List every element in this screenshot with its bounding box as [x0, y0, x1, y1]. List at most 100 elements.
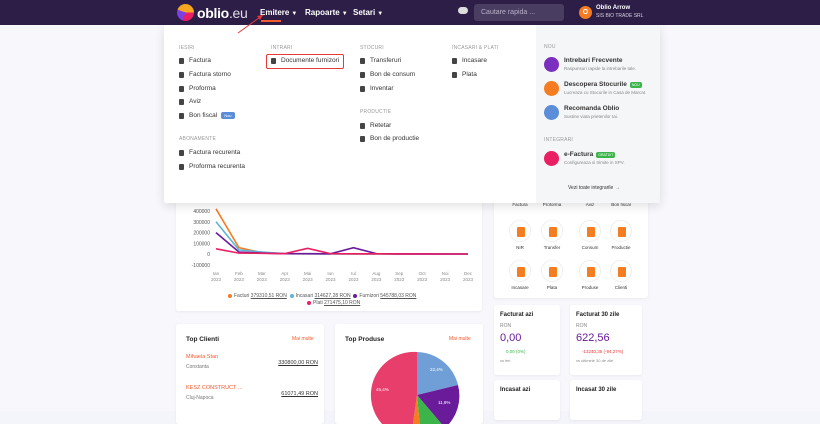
- nav-setari[interactable]: Setari ▼: [353, 8, 383, 17]
- question-icon: [544, 57, 559, 72]
- stat-note: vs ieri: [500, 358, 511, 363]
- top-clients-more[interactable]: Mai multe: [292, 336, 314, 342]
- client-name[interactable]: Mihaela Stan: [186, 354, 219, 360]
- x-tick-label: Oct: [419, 271, 427, 276]
- news-desc: Sustine viata prietenilor tai.: [564, 114, 619, 119]
- user-name[interactable]: Oblio Arrow: [596, 5, 631, 11]
- avatar[interactable]: O: [579, 6, 592, 19]
- nav-emitere[interactable]: Emitere ▼: [260, 8, 297, 17]
- legend-plati: Plati: [313, 300, 323, 306]
- menu-item-factura[interactable]: Factura: [179, 57, 211, 64]
- quick-action-label: Proforma: [542, 202, 562, 207]
- menu-item-incasare[interactable]: Incasare: [452, 57, 487, 64]
- menu-item-factura-recurenta[interactable]: Factura recurenta: [179, 149, 240, 156]
- news-title: Intrebari Frecvente: [564, 57, 623, 64]
- menu-item-bon-fiscal[interactable]: Bon fiscal Nou: [179, 112, 235, 119]
- quick-action-label: Consum: [581, 245, 599, 250]
- free-badge: GRATUIT: [596, 152, 616, 158]
- line-chart: 4000003000002000001000000-100000Ian2023F…: [192, 208, 474, 282]
- quick-action-label: Aviz: [585, 202, 595, 207]
- stat-value: 0,00: [500, 332, 522, 344]
- x-tick-label: Feb: [235, 271, 243, 276]
- quick-action-clienti[interactable]: Clienti: [605, 260, 637, 290]
- quick-action-transfer[interactable]: Transfer: [536, 220, 568, 250]
- news-title: Recomanda Oblio: [564, 105, 620, 112]
- stat-change: 0,00 (0%): [506, 349, 526, 354]
- quick-action-produse[interactable]: Produse: [574, 260, 606, 290]
- quick-action-proforma[interactable]: Proforma: [536, 196, 568, 207]
- client-row[interactable]: KESZ CONSTRUCT ... Cluj-Napoca 61071,49 …: [186, 385, 318, 401]
- logo[interactable]: oblio.eu: [177, 4, 248, 21]
- products-pie: 45,4% 22,4% 11,9%: [370, 351, 460, 424]
- quick-action-bon-fiscal[interactable]: Bon fiscal: [605, 196, 637, 207]
- annotation-arrow: [237, 14, 264, 34]
- nav-rapoarte[interactable]: Rapoarte ▼: [305, 8, 348, 17]
- news-recomanda-oblio[interactable]: Recomanda Oblio Sustine viata prietenilor…: [544, 105, 619, 120]
- quick-action-incasare[interactable]: Incasare: [504, 260, 536, 290]
- menu-item-label: Inventar: [370, 85, 394, 92]
- client-amount: 61071,49 RON: [281, 391, 318, 397]
- menu-item-plata[interactable]: Plata: [452, 71, 477, 78]
- clienti-icon: [610, 260, 632, 282]
- news-descopera-stocurile[interactable]: Descopera Stocurile NOU Lucreaza cu Stocur…: [544, 81, 646, 96]
- integration-efactura[interactable]: e-Factura GRATUIT Configureaza si trimite …: [544, 151, 625, 166]
- series-line-plati: [215, 247, 468, 255]
- quick-action-aviz[interactable]: Aviz: [574, 196, 606, 207]
- news-intrebari-frecvente[interactable]: Intrebari Frecvente Raspunsuri rapide la …: [544, 57, 636, 72]
- client-name[interactable]: KESZ CONSTRUCT ...: [186, 385, 243, 391]
- menu-item-documente-furnizori[interactable]: Documente furnizori: [271, 57, 339, 64]
- transfer-icon: [541, 220, 563, 242]
- emitere-dropdown: Iesiri Factura Factura storno Proforma A…: [164, 25, 660, 203]
- menu-item-inventar[interactable]: Inventar: [360, 85, 394, 92]
- top-products-more[interactable]: Mai multe: [449, 336, 471, 342]
- produse-icon: [579, 260, 601, 282]
- menu-item-aviz[interactable]: Aviz: [179, 98, 201, 105]
- y-tick-label: 100000: [193, 241, 210, 247]
- menu-item-factura-storno[interactable]: Factura storno: [179, 71, 231, 78]
- top-products-card: Top Produse Mai multe 45,4% 22,4% 11,9%: [335, 324, 483, 424]
- stat-incasat-30: Incasat 30 zile: [570, 380, 642, 420]
- quick-action-label: Bon fiscal: [611, 202, 631, 207]
- x-tick-label: 2023: [234, 277, 245, 282]
- upload-icon: [452, 71, 457, 78]
- quick-action-productie[interactable]: Productie: [605, 220, 637, 250]
- menu-item-bon-de-consum[interactable]: Bon de consum: [360, 71, 415, 78]
- quick-action-consum[interactable]: Consum: [574, 220, 606, 250]
- menu-item-proforma-recurenta[interactable]: Proforma recurenta: [179, 163, 245, 170]
- stat-unit: RON: [576, 323, 588, 329]
- news-desc: Raspunsuri rapide la intrebarile tale.: [564, 66, 637, 71]
- quick-action-label: Plata: [546, 285, 558, 290]
- legend-furnizori: Furnizori: [359, 293, 379, 299]
- quick-action-label: Factura: [512, 202, 528, 207]
- legend-facturi-total: 379310,51 RON: [250, 293, 287, 299]
- legend: Facturi 379310,51 RON Incasari 314627,28…: [228, 293, 416, 299]
- quick-action-nir[interactable]: NIR: [504, 220, 536, 250]
- news-title: Descopera Stocurile: [564, 81, 627, 88]
- menu-item-label: Transferuri: [370, 57, 402, 64]
- x-tick-label: Sep: [395, 271, 404, 276]
- quick-action-factura[interactable]: Factura: [504, 196, 536, 207]
- logo-icon: [177, 4, 194, 21]
- x-tick-label: Iun: [327, 271, 334, 276]
- menu-item-label: Factura storno: [189, 71, 231, 78]
- menu-item-label: Factura recurenta: [189, 149, 241, 156]
- quick-action-plata[interactable]: Plata: [536, 260, 568, 290]
- integration-desc: Configureaza si trimite in SPV.: [564, 160, 625, 165]
- cloud-icon[interactable]: [458, 7, 468, 14]
- menu-item-proforma[interactable]: Proforma: [179, 85, 216, 92]
- y-tick-label: 400000: [193, 209, 210, 215]
- all-integrations-link[interactable]: Vezi toate integrarile →: [568, 185, 620, 191]
- client-row[interactable]: Mihaela Stan Constanta 330800,00 RON: [186, 354, 318, 370]
- legend-facturi: Facturi: [234, 293, 250, 299]
- search-input[interactable]: Cautare rapida ...: [474, 4, 564, 21]
- col-title-abonamente: Abonamente: [179, 136, 217, 142]
- x-tick-label: 2023: [326, 277, 337, 282]
- x-tick-label: 2023: [348, 277, 359, 282]
- menu-item-bon-de-productie[interactable]: Bon de productie: [360, 135, 419, 142]
- new-badge: Nou: [221, 112, 235, 119]
- x-tick-label: Mar: [258, 271, 266, 276]
- menu-item-retetar[interactable]: Retetar: [360, 122, 391, 129]
- x-tick-label: Dec: [464, 271, 473, 276]
- client-city: Cluj-Napoca: [186, 395, 214, 401]
- menu-item-transferuri[interactable]: Transferuri: [360, 57, 401, 64]
